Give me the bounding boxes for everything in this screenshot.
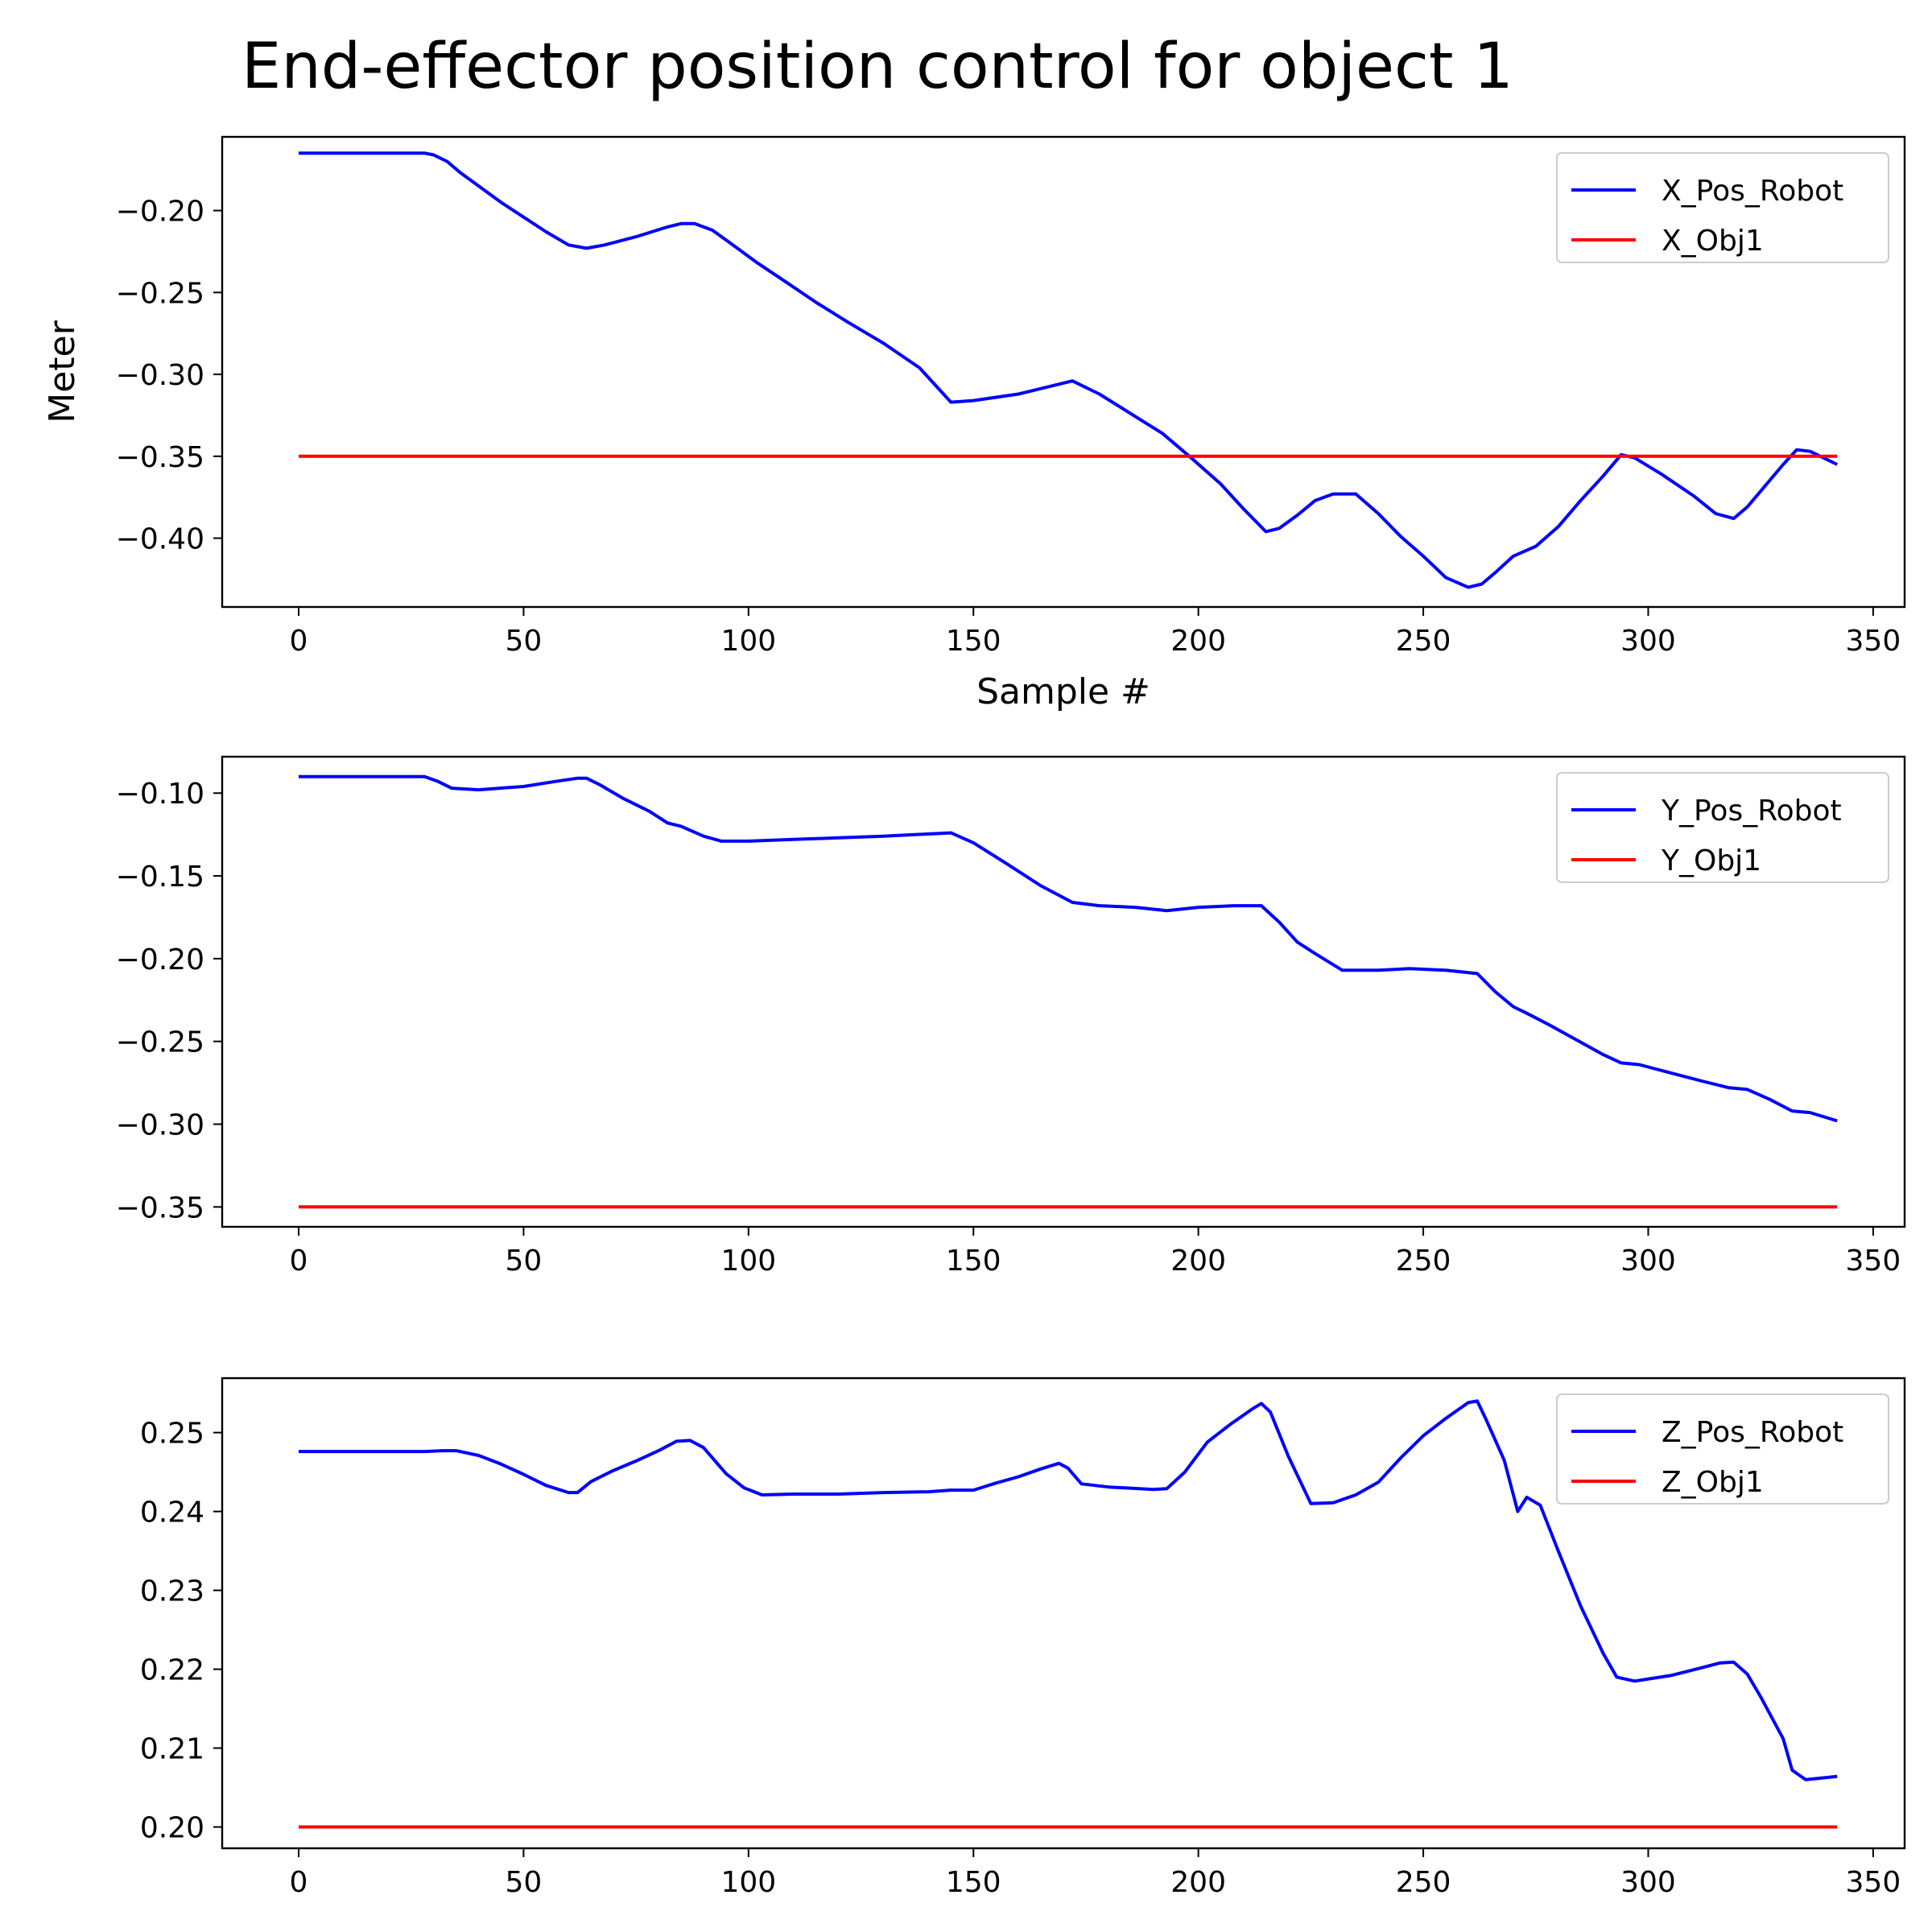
subplot-1: 0 50 100 150 200 250 300 350 −0.20 −0.25 −0.30 −0.3…	[42, 135, 1906, 712]
x-axis-label: Sample #	[976, 671, 1150, 712]
legend-box	[1556, 152, 1889, 263]
legend-label: Y_Pos_Robot	[1661, 795, 1842, 828]
x-tick-label: 50	[506, 1866, 543, 1899]
x-tick-label: 200	[1170, 1866, 1226, 1899]
figure-title: End-effector position control for object…	[242, 31, 1513, 103]
y-tick-label: −0.30	[116, 359, 204, 392]
y-tick-label: 0.21	[140, 1733, 204, 1766]
y-tick-label: 0.20	[140, 1812, 204, 1845]
y-tick-label: −0.35	[116, 1191, 204, 1224]
x-tick-label: 150	[946, 625, 1001, 658]
x-tick-label: 0	[290, 1245, 308, 1278]
y-tick-label: −0.35	[116, 441, 204, 474]
legend-label: Z_Obj1	[1662, 1466, 1764, 1499]
y-axis-label: Meter	[42, 320, 83, 423]
x-tick-label: 250	[1396, 1866, 1451, 1899]
x-tick-label: 100	[720, 1866, 776, 1899]
legend-label: X_Obj1	[1662, 225, 1764, 258]
axes-frame	[221, 135, 1906, 609]
legend: X_Pos_Robot X_Obj1	[1556, 152, 1889, 263]
x-tick-label: 200	[1170, 1245, 1226, 1278]
x-tick-label: 100	[720, 1245, 776, 1278]
x-tick-label: 250	[1396, 1245, 1451, 1278]
x-tick-label: 50	[506, 1245, 543, 1278]
legend-box	[1556, 1393, 1889, 1505]
x-tick-label: 350	[1846, 1866, 1901, 1899]
series-line-x-pos-robot	[299, 151, 1839, 589]
axes-frame	[221, 1377, 1906, 1850]
x-tick-label: 250	[1396, 625, 1451, 658]
subplot-3: 0 50 100 150 200 250 300 350 0.20 0.21 0.22 0.23 0.2…	[140, 1377, 1906, 1899]
x-tick-label: 300	[1620, 625, 1676, 658]
series-line-y-pos-robot	[299, 774, 1838, 1123]
x-tick-label: 350	[1846, 1245, 1901, 1278]
subplot-2: 0 50 100 150 200 250 300 350 −0.10 −0.15 −0.20 −0.2…	[116, 755, 1906, 1278]
x-tick-label: 100	[720, 625, 776, 658]
x-tick-label: 150	[946, 1245, 1001, 1278]
y-tick-label: −0.20	[116, 943, 204, 976]
legend: Z_Pos_Robot Z_Obj1	[1556, 1393, 1889, 1505]
y-tick-label: −0.15	[116, 861, 204, 894]
y-tick-label: 0.25	[140, 1418, 204, 1451]
y-tick-label: 0.24	[140, 1496, 204, 1530]
legend-label: X_Pos_Robot	[1662, 175, 1843, 208]
y-tick-label: −0.40	[116, 523, 204, 556]
y-tick-label: −0.30	[116, 1109, 204, 1142]
y-tick-label: −0.25	[116, 1026, 204, 1059]
legend: Y_Pos_Robot Y_Obj1	[1556, 772, 1889, 883]
legend-label: Z_Pos_Robot	[1662, 1416, 1843, 1449]
legend-box	[1556, 772, 1889, 883]
y-tick-label: 0.22	[140, 1654, 204, 1687]
x-tick-label: 0	[290, 1866, 308, 1899]
x-tick-label: 0	[290, 625, 308, 658]
series-line-z-pos-robot	[299, 1399, 1838, 1781]
y-tick-label: −0.10	[116, 778, 204, 811]
x-tick-label: 350	[1846, 625, 1901, 658]
x-tick-label: 150	[946, 1866, 1001, 1899]
y-tick-label: 0.23	[140, 1575, 204, 1608]
y-tick-label: −0.20	[116, 196, 204, 229]
legend-label: Y_Obj1	[1661, 844, 1761, 877]
x-tick-label: 300	[1620, 1245, 1676, 1278]
y-tick-label: −0.25	[116, 277, 204, 310]
x-tick-label: 200	[1170, 625, 1226, 658]
axes-frame	[221, 755, 1906, 1228]
x-tick-label: 300	[1620, 1866, 1676, 1899]
x-tick-label: 50	[506, 625, 543, 658]
